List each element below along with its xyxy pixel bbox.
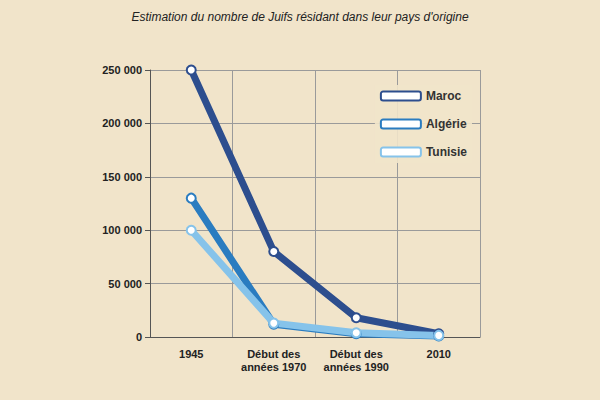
svg-text:150 000: 150 000	[102, 171, 142, 183]
svg-text:années 1990: années 1990	[324, 361, 389, 373]
svg-text:Début des: Début des	[247, 348, 300, 360]
svg-text:2010: 2010	[427, 348, 451, 360]
svg-text:100 000: 100 000	[102, 224, 142, 236]
svg-text:1945: 1945	[179, 348, 203, 360]
svg-text:Algérie: Algérie	[426, 117, 467, 131]
svg-text:Maroc: Maroc	[426, 89, 462, 103]
svg-text:Estimation du nombre de Juifs: Estimation du nombre de Juifs résidant d…	[131, 10, 468, 24]
svg-text:250 000: 250 000	[102, 64, 142, 76]
svg-text:années 1970: années 1970	[241, 361, 306, 373]
svg-text:Tunisie: Tunisie	[426, 145, 467, 159]
svg-text:Début des: Début des	[330, 348, 383, 360]
svg-text:50 000: 50 000	[108, 278, 142, 290]
svg-text:0: 0	[136, 331, 142, 343]
svg-text:200 000: 200 000	[102, 117, 142, 129]
